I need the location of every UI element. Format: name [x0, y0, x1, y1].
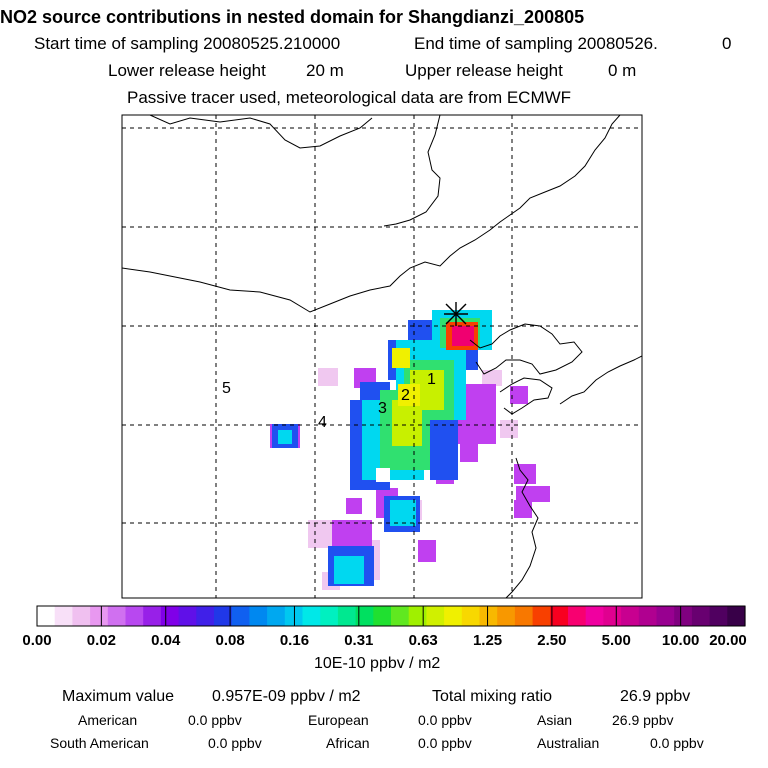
region-labels: 1 2 3 4 5	[222, 371, 436, 431]
colorbar-swatch	[72, 606, 91, 626]
map-frame	[121, 114, 643, 599]
colorbar-tick-label: 0.16	[280, 632, 309, 649]
region-value-european: 0.0 ppbv	[418, 712, 472, 728]
colorbar-tick-label: 0.08	[215, 632, 244, 649]
region-label-1: 1	[427, 371, 436, 388]
lower-release-label: Lower release height	[108, 61, 266, 80]
colorbar-swatch	[674, 606, 693, 626]
region-label-2: 2	[401, 387, 410, 404]
region-label-4: 4	[318, 414, 327, 431]
colorbar-swatch	[373, 606, 392, 626]
region-value-american: 0.0 ppbv	[188, 712, 242, 728]
region-name-south-american: South American	[50, 735, 149, 751]
colorbar-swatch	[709, 606, 728, 626]
max-value-label: Maximum value	[62, 688, 175, 705]
colorbar	[36, 605, 746, 627]
colorbar-swatch	[284, 606, 304, 626]
plume-gap	[376, 468, 390, 482]
chart-title: NO2 source contributions in nested domai…	[0, 7, 585, 27]
end-time-value: 0	[722, 34, 732, 53]
upper-release-label: Upper release height	[405, 61, 563, 80]
colorbar-swatch	[178, 606, 197, 626]
colorbar-tick-label: 0.04	[151, 632, 181, 649]
colorbar-swatch	[214, 606, 233, 626]
colorbar-tick-label: 2.50	[537, 632, 566, 649]
graticule	[122, 115, 642, 598]
colorbar-swatch	[461, 606, 481, 626]
colorbar-tick-label: 0.02	[87, 632, 116, 649]
colorbar-swatch	[90, 606, 109, 626]
colorbar-swatch	[426, 606, 445, 626]
lower-release-value: 20 m	[306, 61, 344, 80]
colorbar-tick-label: 0.31	[344, 632, 373, 649]
colorbar-swatch	[479, 606, 498, 626]
plume-hotspot	[446, 322, 478, 350]
colorbar-tick-labels: 0.00 0.02 0.04 0.08 0.16 0.31 0.63 1.25 2.50 5.00…	[22, 632, 746, 649]
colorbar-swatch	[444, 606, 463, 626]
colorbar-tick-label: 1.25	[473, 632, 502, 649]
region-value-australian: 0.0 ppbv	[650, 735, 704, 751]
total-mixing-label: Total mixing ratio	[432, 688, 553, 705]
region-name-european: European	[308, 712, 369, 728]
colorbar-swatch	[249, 606, 268, 626]
colorbar-swatch	[568, 606, 587, 626]
colorbar-swatch	[54, 606, 73, 626]
colorbar-swatch	[656, 606, 675, 626]
colorbar-tick-label: 5.00	[602, 632, 631, 649]
colorbar-swatch	[638, 606, 658, 626]
colorbar-swatch	[497, 606, 516, 626]
colorbar-swatch	[196, 606, 215, 626]
station-marker-icon	[444, 302, 468, 326]
colorbar-swatch	[107, 606, 127, 626]
colorbar-unit-label: 10E-10 ppbv / m2	[314, 655, 441, 672]
region-value-south-american: 0.0 ppbv	[208, 735, 262, 751]
colorbar-swatch	[231, 606, 250, 626]
colorbar-swatch	[337, 606, 357, 626]
region-name-australian: Australian	[537, 735, 600, 751]
colorbar-tick-label: 10.00	[662, 632, 700, 649]
colorbar-swatch	[514, 606, 534, 626]
colorbar-swatch	[691, 606, 711, 626]
colorbar-swatch	[37, 606, 56, 626]
colorbar-tick-label: 0.63	[409, 632, 438, 649]
colorbar-swatch	[727, 606, 746, 626]
colorbar-swatch	[621, 606, 640, 626]
tracer-note: Passive tracer used, meteorological data…	[127, 88, 572, 107]
upper-release-value: 0 m	[608, 61, 637, 80]
colorbar-swatch	[143, 606, 162, 626]
total-mixing-value: 26.9 ppbv	[620, 688, 691, 705]
colorbar-frame	[36, 605, 746, 627]
region-value-african: 0.0 ppbv	[418, 735, 472, 751]
colorbar-swatch	[585, 606, 604, 626]
colorbar-swatch	[391, 606, 410, 626]
colorbar-swatch	[532, 606, 551, 626]
colorbar-swatch	[267, 606, 286, 626]
colorbar-swatch	[355, 606, 374, 626]
start-time-label: Start time of sampling 20080525.210000	[34, 34, 341, 53]
region-label-5: 5	[222, 380, 231, 397]
colorbar-swatch	[408, 606, 427, 626]
region-value-asian: 26.9 ppbv	[612, 712, 674, 728]
max-value: 0.957E-09 ppbv / m2	[212, 688, 361, 705]
colorbar-swatch	[125, 606, 144, 626]
colorbar-swatch	[160, 606, 180, 626]
plume-layer	[122, 115, 642, 598]
region-name-asian: Asian	[537, 712, 573, 728]
colorbar-tick-label: 20.00	[709, 632, 747, 649]
colorbar-swatch	[603, 606, 622, 626]
end-time-label: End time of sampling 20080526.	[414, 34, 658, 53]
coastlines	[122, 115, 642, 598]
colorbar-swatch	[302, 606, 321, 626]
region-name-african: African	[326, 735, 370, 751]
colorbar-swatch	[320, 606, 339, 626]
region-label-3: 3	[378, 400, 387, 417]
colorbar-swatch	[550, 606, 569, 626]
region-name-american: American	[78, 712, 138, 728]
colorbar-tick-label: 0.00	[22, 632, 51, 649]
